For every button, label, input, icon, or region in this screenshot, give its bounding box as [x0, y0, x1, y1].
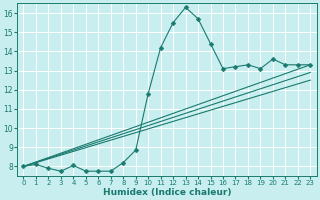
X-axis label: Humidex (Indice chaleur): Humidex (Indice chaleur): [103, 188, 231, 197]
